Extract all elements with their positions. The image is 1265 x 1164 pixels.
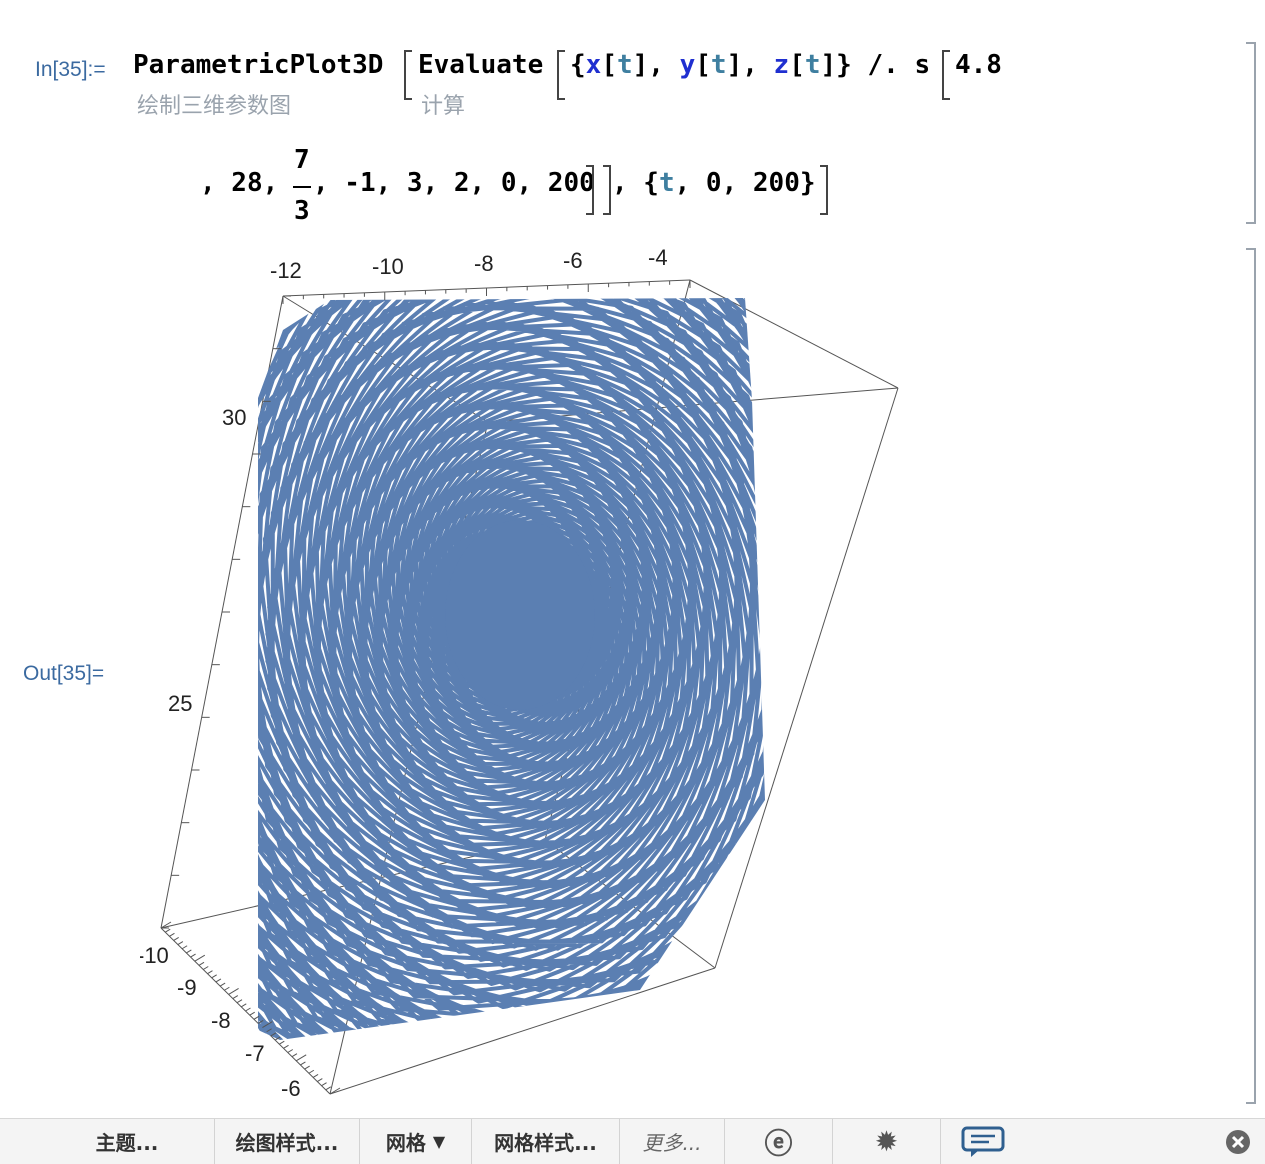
plot-close-bracket [820,165,828,215]
fraction-bar [293,186,311,188]
evaluate-close-bracket [603,165,611,215]
settings-gear-icon[interactable]: ✹ [833,1119,941,1164]
axis-tick-mark [207,970,213,975]
axis-tick-mark [224,986,230,991]
axis-tick-mark [236,999,243,1004]
input-label: In[35]:= [35,58,106,81]
axis-tick-mark [308,1069,315,1074]
fraction-numerator: 7 [294,145,310,175]
top-tick-label: -12 [270,258,302,283]
top-tick-label: -6 [563,248,583,273]
axis-tick-mark [257,1020,264,1024]
axis-tick-mark [321,1082,327,1087]
chevron-down-icon: ▼ [432,1132,446,1151]
curve-core [445,520,595,710]
output-label: Out[35]= [23,662,105,685]
left-tick-label: -7 [245,1041,265,1066]
axis-tick-mark [295,1054,307,1062]
evaluate-open-bracket [557,50,565,100]
s-first-arg: 4.8 [955,50,1002,80]
axis-tick-mark [160,921,172,929]
input-code-line2c: , {t, 0, 200} [612,168,816,198]
axis-tick-mark [253,1015,260,1020]
input-code-line1[interactable]: ParametricPlot3D [133,50,383,80]
axis-tick-mark [173,937,179,941]
fraction-denominator: 3 [294,196,310,226]
axis-tick-mark [300,1061,306,1066]
curve-path [258,298,765,1040]
parametric-3d-plot[interactable]: -12 -10 -8 -6 -4 30 25 -10 -9 -8 -7 -6 [140,240,920,1110]
axis-tick-mark [249,1011,255,1016]
axis-tick-mark [262,1021,273,1029]
left-tick-label: -8 [211,1008,231,1033]
axis-tick-mark [270,1032,277,1037]
left-tick-label: -9 [177,975,197,1000]
more-button[interactable]: 更多... [620,1119,725,1164]
output-cell-bracket[interactable] [1246,248,1256,1104]
top-tick-label: -4 [648,245,668,270]
axis-tick-mark [283,1044,289,1049]
theme-button[interactable]: 主题... [0,1119,215,1164]
s-close-bracket [586,165,594,215]
left-tick-label: -10 [140,943,169,968]
axis-tick-mark [190,953,196,958]
axis-tick-mark [245,1007,251,1012]
axis-tick-mark [186,949,192,954]
axis-tick-mark [241,1003,247,1008]
axis-tick-mark [211,974,217,979]
evaluate-name: Evaluate [418,50,544,80]
spiral-curve [258,298,765,1040]
axis-tick-mark [219,982,226,987]
axis-tick-mark [194,954,206,962]
axis-tick-mark [287,1049,294,1053]
input-list-part: {x[t], y[t], z[t]} /. s [570,50,931,80]
axis-tick-mark [215,978,222,983]
hint-evaluate: 计算 [421,94,466,119]
plot-open-bracket [404,50,412,100]
axis-tick-mark [181,945,188,950]
input-code-line2a: , 28, [200,168,279,198]
left-tick-label: -6 [281,1076,301,1101]
axis-tick-mark [291,1053,298,1058]
close-icon[interactable] [1211,1119,1265,1164]
s-open-bracket [942,50,950,100]
axis-tick-mark [202,966,209,970]
grid-style-button[interactable]: 网格样式... [472,1119,620,1164]
axis-tick-mark [325,1086,332,1091]
axis-tick-mark [198,961,205,966]
top-tick-label: -10 [372,254,404,279]
axis-tick-mark [312,1073,319,1078]
z-tick-label: 30 [222,405,246,430]
axis-tick-mark [304,1065,310,1070]
func-name: ParametricPlot3D [133,50,384,80]
top-tick-label: -8 [474,251,494,276]
axis-tick-mark [279,1040,285,1045]
axis-tick-mark [317,1078,323,1082]
spiral-icon[interactable]: ⓔ [725,1119,833,1164]
axis-tick-mark [266,1028,272,1033]
axis-tick-mark [164,928,171,933]
axis-tick-mark [169,932,175,937]
axis-ticks [160,280,691,1095]
plot-style-button[interactable]: 绘图样式... [215,1119,360,1164]
axis-tick-mark [274,1036,281,1041]
axis-tick-mark [232,995,239,999]
grid-dropdown[interactable]: 网格 ▼ [360,1119,472,1164]
input-code-line2b: , -1, 3, 2, 0, 200 [313,168,595,198]
suggestions-toolbar: 主题... 绘图样式... 网格 ▼ 网格样式... 更多... ⓔ ✹ [0,1118,1265,1164]
axis-tick-mark [228,987,239,995]
z-tick-label: 25 [168,691,192,716]
axis-tick-mark [329,1087,341,1095]
feedback-chat-icon[interactable] [941,1119,1211,1164]
input-cell-bracket[interactable] [1246,42,1256,224]
hint-plot3d: 绘制三维参数图 [137,94,292,119]
axis-tick-mark [177,941,184,946]
